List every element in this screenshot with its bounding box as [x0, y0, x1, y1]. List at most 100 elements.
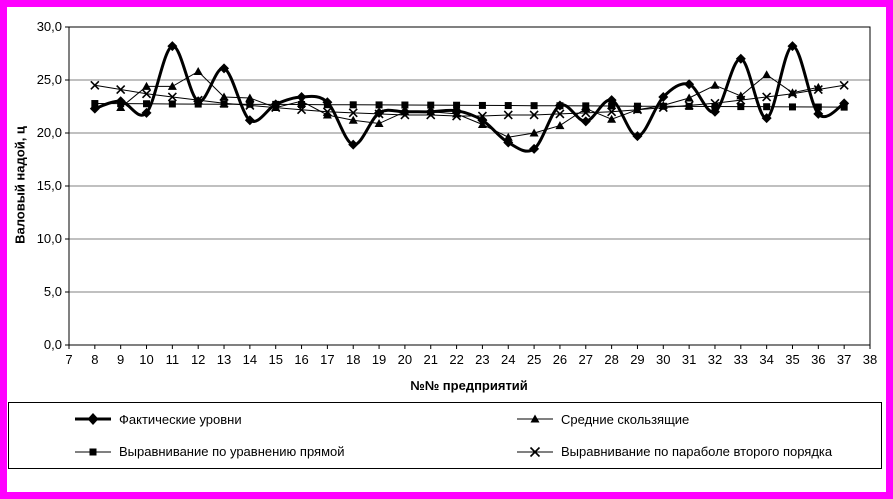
diamond-marker-icon	[735, 53, 746, 64]
y-tick-label: 20,0	[37, 125, 62, 140]
chart-plot-area: 0,0 5,0 10,0 15,0 20,0 25,0 30,0 7 8 9 10 11 12 13 14 1…	[37, 19, 878, 367]
triangle-marker-icon	[710, 80, 720, 89]
diamond-marker-icon	[813, 108, 824, 119]
diamond-marker-icon	[709, 106, 720, 117]
diamond-marker-icon	[167, 41, 178, 52]
diamond-marker-icon	[451, 105, 462, 116]
square-marker-icon	[478, 101, 486, 109]
square-marker-icon	[453, 101, 461, 109]
x-tick-label: 8	[91, 352, 98, 367]
x-tick-label: 26	[553, 352, 567, 367]
x-marker-icon	[684, 100, 694, 111]
diamond-marker-icon	[839, 98, 850, 109]
y-tick-label: 5,0	[44, 284, 62, 299]
triangle-marker-icon	[322, 110, 332, 119]
x-tick-label: 22	[449, 352, 463, 367]
x-tick-label: 15	[268, 352, 282, 367]
y-tick-label: 15,0	[37, 178, 62, 193]
diamond-marker-icon	[193, 96, 204, 107]
x-tick-label: 23	[475, 352, 489, 367]
diamond-marker-icon	[75, 413, 111, 426]
triangle-marker-icon	[813, 82, 823, 91]
triangle-marker-icon	[245, 93, 255, 102]
x-marker-icon	[219, 98, 229, 108]
triangle-marker-icon	[658, 100, 668, 109]
diamond-marker-icon	[787, 41, 798, 52]
x-marker-icon	[245, 100, 255, 111]
x-tick-label: 7	[65, 352, 72, 367]
diamond-marker-icon	[89, 103, 100, 114]
diamond-marker-icon	[115, 96, 126, 107]
triangle-marker-icon	[555, 121, 565, 130]
legend-item-parabola-fit: Выравнивание по параболе второго порядка	[515, 444, 881, 459]
square-marker-icon	[246, 100, 254, 108]
diamond-marker-icon	[529, 143, 540, 154]
diamond-marker-icon	[322, 97, 333, 108]
legend-item-actual-levels: Фактические уровни	[73, 412, 515, 427]
square-marker-icon	[737, 103, 745, 111]
x-tick-label: 32	[708, 352, 722, 367]
x-tick-label: 11	[166, 352, 180, 367]
y-tick-label: 30,0	[37, 19, 62, 34]
diamond-marker-icon	[554, 100, 565, 111]
series-line	[93, 44, 846, 153]
diamond-marker-icon	[425, 106, 436, 117]
x-tick-label: 20	[398, 352, 412, 367]
x-tick-label: 12	[191, 352, 205, 367]
legend-item-linear-fit: Выравнивание по уравнению прямой	[73, 444, 515, 459]
triangle-marker-icon	[607, 114, 617, 123]
x-marker-icon	[529, 110, 539, 120]
x-marker-icon	[348, 108, 358, 118]
square-marker-icon	[763, 103, 771, 111]
y-axis-title: Валовый надой, ц	[12, 126, 28, 244]
x-tick-label: 9	[117, 352, 124, 367]
diamond-marker-icon	[141, 107, 152, 118]
triangle-marker-icon	[529, 128, 539, 137]
x-marker-icon	[839, 80, 849, 90]
square-marker-icon	[530, 102, 538, 110]
legend-label: Средние скользящие	[561, 411, 690, 427]
x-tick-label: 37	[837, 352, 851, 367]
square-marker-icon	[427, 101, 435, 109]
triangle-marker-icon	[736, 91, 746, 100]
square-marker-icon	[349, 101, 357, 109]
square-marker-icon	[401, 101, 409, 109]
x-tick-label: 25	[527, 352, 541, 367]
x-marker-icon	[607, 107, 617, 117]
triangle-marker-icon	[142, 81, 152, 90]
diamond-marker-icon	[761, 113, 772, 124]
x-tick-label: 34	[759, 352, 773, 367]
x-tick-label: 36	[811, 352, 825, 367]
diamond-marker-icon	[374, 107, 385, 118]
triangle-marker-icon	[684, 93, 694, 102]
triangle-marker-icon	[787, 88, 797, 97]
legend-item-moving-averages: Средние скользящие	[515, 412, 881, 427]
x-marker-icon	[141, 89, 152, 99]
square-marker-icon	[143, 100, 151, 108]
legend-label: Выравнивание по уравнению прямой	[119, 444, 345, 460]
diamond-marker-icon	[296, 91, 307, 102]
x-tick-label: 30	[656, 352, 670, 367]
x-marker-icon	[167, 92, 177, 102]
legend-box: Фактические уровни Средние скользящие Вы…	[8, 402, 882, 469]
x-tick-label: 18	[346, 352, 360, 367]
x-marker-icon	[762, 92, 772, 102]
diamond-marker-icon	[270, 99, 281, 110]
square-marker-icon	[504, 102, 512, 110]
x-marker-icon	[90, 80, 100, 90]
triangle-marker-icon	[762, 70, 772, 79]
square-marker-icon	[168, 100, 176, 108]
triangle-marker-icon	[116, 103, 126, 112]
triangle-marker-icon	[219, 92, 229, 101]
triangle-marker-icon	[517, 414, 553, 423]
diamond-marker-icon	[580, 116, 591, 127]
x-tick-label: 10	[139, 352, 153, 367]
diamond-marker-icon	[632, 131, 643, 142]
x-tick-label: 24	[501, 352, 515, 367]
x-marker-icon	[555, 109, 565, 119]
diamond-marker-icon	[658, 91, 669, 102]
x-tick-label: 29	[630, 352, 644, 367]
triangle-marker-icon	[348, 115, 358, 124]
triangle-marker-icon	[632, 105, 642, 114]
x-marker-icon	[296, 105, 307, 115]
